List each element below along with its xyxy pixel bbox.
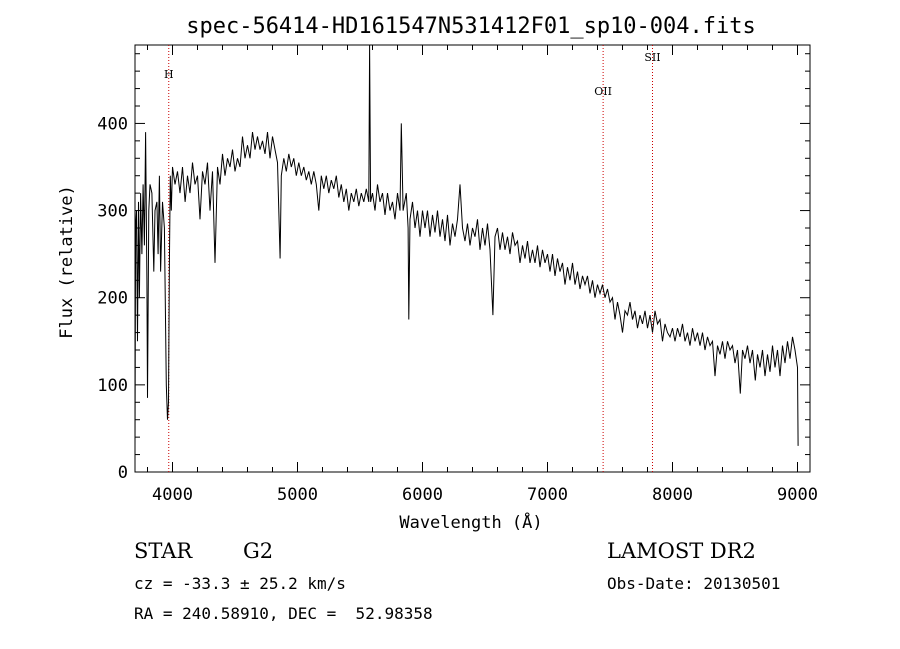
y-tick-label: 0 bbox=[118, 463, 128, 483]
redshift-text: cz = -33.3 ± 25.2 km/s bbox=[134, 574, 346, 593]
object-subclass: G2 bbox=[243, 539, 274, 563]
y-tick-label: 100 bbox=[97, 376, 128, 396]
plot-frame bbox=[134, 44, 811, 473]
x-tick-label: 9000 bbox=[777, 485, 818, 505]
x-axis-label: Wavelength (Å) bbox=[399, 511, 542, 533]
observation-date: Obs-Date: 20130501 bbox=[607, 574, 781, 593]
x-tick-label: 6000 bbox=[402, 485, 443, 505]
line-marker-label: OII bbox=[594, 85, 612, 98]
x-tick-label: 4000 bbox=[152, 485, 193, 505]
chart-title: spec-56414-HD161547N531412F01_sp10-004.f… bbox=[186, 14, 756, 39]
object-class: STAR bbox=[134, 539, 193, 563]
x-tick-label: 5000 bbox=[277, 485, 318, 505]
line-marker-label: SII bbox=[644, 51, 660, 64]
y-tick-label: 400 bbox=[97, 114, 128, 134]
y-tick-label: 200 bbox=[97, 289, 128, 309]
y-tick-label: 300 bbox=[97, 202, 128, 222]
survey-name: LAMOST DR2 bbox=[607, 539, 756, 563]
coordinates-text: RA = 240.58910, DEC = 52.98358 bbox=[134, 604, 433, 623]
line-marker-label: H bbox=[164, 68, 174, 81]
y-axis-label: Flux (relative) bbox=[57, 185, 77, 339]
axis-ticks: 4000 5000 6000 7000 8000 9000 0 100 200 300 400 bbox=[97, 45, 818, 505]
spectrum-line bbox=[134, 44, 799, 446]
x-tick-label: 7000 bbox=[527, 485, 568, 505]
x-tick-label: 8000 bbox=[652, 485, 693, 505]
emission-line-markers: H OII SII bbox=[164, 45, 661, 472]
